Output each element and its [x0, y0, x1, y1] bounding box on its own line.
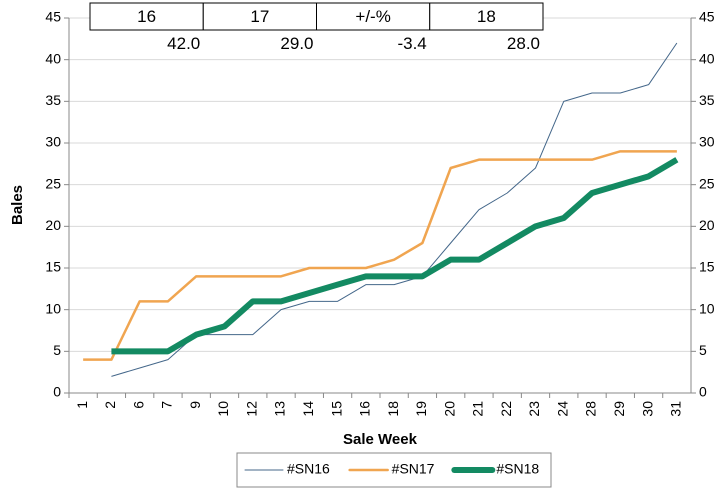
- x-tick-label: 1: [74, 401, 90, 409]
- table-cell: 42.0: [167, 34, 200, 53]
- x-tick-label: 30: [639, 401, 655, 417]
- x-tick-label: 9: [187, 401, 203, 409]
- series-line: [83, 150, 677, 361]
- x-tick-label: 7: [159, 401, 175, 409]
- y2-tick-label: 45: [699, 9, 715, 25]
- table-header: 17: [250, 7, 269, 26]
- y-tick-label: 15: [45, 259, 61, 275]
- y2-tick-label: 30: [699, 134, 715, 150]
- y-tick-label: 20: [45, 217, 61, 233]
- x-tick-label: 21: [470, 401, 486, 417]
- y2-tick-label: 25: [699, 175, 715, 191]
- x-axis-label: Sale Week: [343, 431, 418, 448]
- y2-tick-label: 5: [699, 342, 707, 358]
- x-tick-label: 20: [441, 401, 457, 417]
- x-tick-label: 12: [243, 401, 259, 417]
- x-tick-label: 23: [526, 401, 542, 417]
- y-axis-label: Bales: [9, 185, 26, 225]
- x-tick-label: 31: [668, 401, 684, 417]
- x-tick-label: 14: [300, 401, 316, 417]
- y2-tick-label: 35: [699, 92, 715, 108]
- y-tick-label: 0: [53, 384, 61, 400]
- x-tick-label: 15: [328, 401, 344, 417]
- x-tick-label: 13: [272, 401, 288, 417]
- y2-tick-label: 20: [699, 217, 715, 233]
- y-tick-label: 30: [45, 134, 61, 150]
- x-tick-label: 24: [554, 401, 570, 417]
- table-header: 18: [477, 7, 496, 26]
- table-header: +/-%: [355, 7, 390, 26]
- y2-tick-label: 15: [699, 259, 715, 275]
- table-header-cell: [316, 2, 431, 31]
- x-tick-label: 16: [357, 401, 373, 417]
- y-tick-label: 10: [45, 300, 61, 316]
- legend-label: #SN16: [287, 461, 330, 477]
- x-tick-label: 28: [583, 401, 599, 417]
- table-header: 16: [137, 7, 156, 26]
- table-cell: 29.0: [280, 34, 313, 53]
- legend-label: #SN18: [496, 461, 539, 477]
- y2-tick-label: 0: [699, 384, 707, 400]
- x-tick-label: 18: [385, 401, 401, 417]
- y-tick-label: 45: [45, 9, 61, 25]
- table-cell: 28.0: [507, 34, 540, 53]
- series-line: [111, 157, 679, 355]
- legend-box: [236, 452, 552, 488]
- y-tick-label: 25: [45, 175, 61, 191]
- x-tick-label: 29: [611, 401, 627, 417]
- x-tick-label: 19: [413, 401, 429, 417]
- legend-label: #SN17: [392, 461, 435, 477]
- y-tick-label: 5: [53, 342, 61, 358]
- y-tick-label: 40: [45, 50, 61, 66]
- x-tick-label: 10: [215, 401, 231, 417]
- table-cell: -3.4: [397, 34, 426, 53]
- y2-tick-label: 10: [699, 300, 715, 316]
- y2-tick-label: 40: [699, 50, 715, 66]
- series-line: [111, 42, 678, 377]
- table-header-cell: [429, 2, 544, 31]
- x-tick-label: 2: [102, 401, 118, 409]
- y-tick-label: 35: [45, 92, 61, 108]
- table-header-cell: [202, 2, 317, 31]
- x-tick-label: 6: [130, 401, 146, 409]
- x-tick-label: 22: [498, 401, 514, 417]
